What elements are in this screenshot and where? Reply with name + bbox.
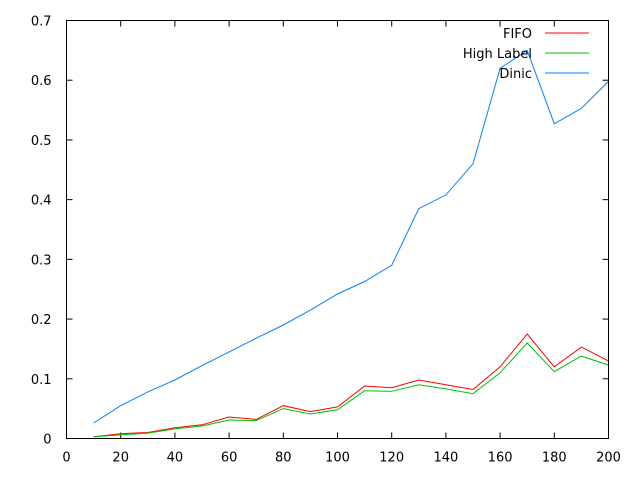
legend-label-fifo: FIFO [503, 27, 532, 42]
y-tick-label: 0.5 [31, 134, 52, 149]
series-line-fifo [93, 333, 609, 438]
x-tick-label: 20 [112, 451, 129, 466]
legend: FIFO High Label Dinic [463, 27, 589, 82]
series-lines [93, 49, 609, 438]
y-tick-label: 0.4 [31, 194, 52, 209]
series-line-high-label [93, 342, 609, 438]
series-line-dinic [93, 49, 609, 424]
x-tick-label: 40 [167, 451, 184, 466]
x-tick-label: 120 [379, 451, 404, 466]
x-tick-label: 60 [221, 451, 238, 466]
legend-label-dinic: Dinic [499, 67, 532, 82]
x-tick-label: 200 [596, 451, 621, 466]
y-tick-label: 0 [43, 433, 51, 448]
x-tick-label: 160 [488, 451, 513, 466]
x-tick-label: 100 [325, 451, 350, 466]
x-tick-label: 180 [542, 451, 567, 466]
x-tick-label: 140 [433, 451, 458, 466]
x-axis-ticks: 0 20 40 60 80 100 120 140 160 180 200 [62, 20, 621, 466]
y-tick-label: 0.7 [31, 15, 52, 30]
y-tick-label: 0.6 [31, 74, 52, 89]
x-tick-label: 0 [62, 451, 70, 466]
y-tick-label: 0.3 [31, 253, 52, 268]
x-tick-label: 80 [275, 451, 292, 466]
y-tick-label: 0.1 [31, 373, 52, 388]
legend-label-high-label: High Label [463, 47, 532, 62]
plot-frame [66, 20, 609, 439]
y-tick-label: 0.2 [31, 313, 52, 328]
